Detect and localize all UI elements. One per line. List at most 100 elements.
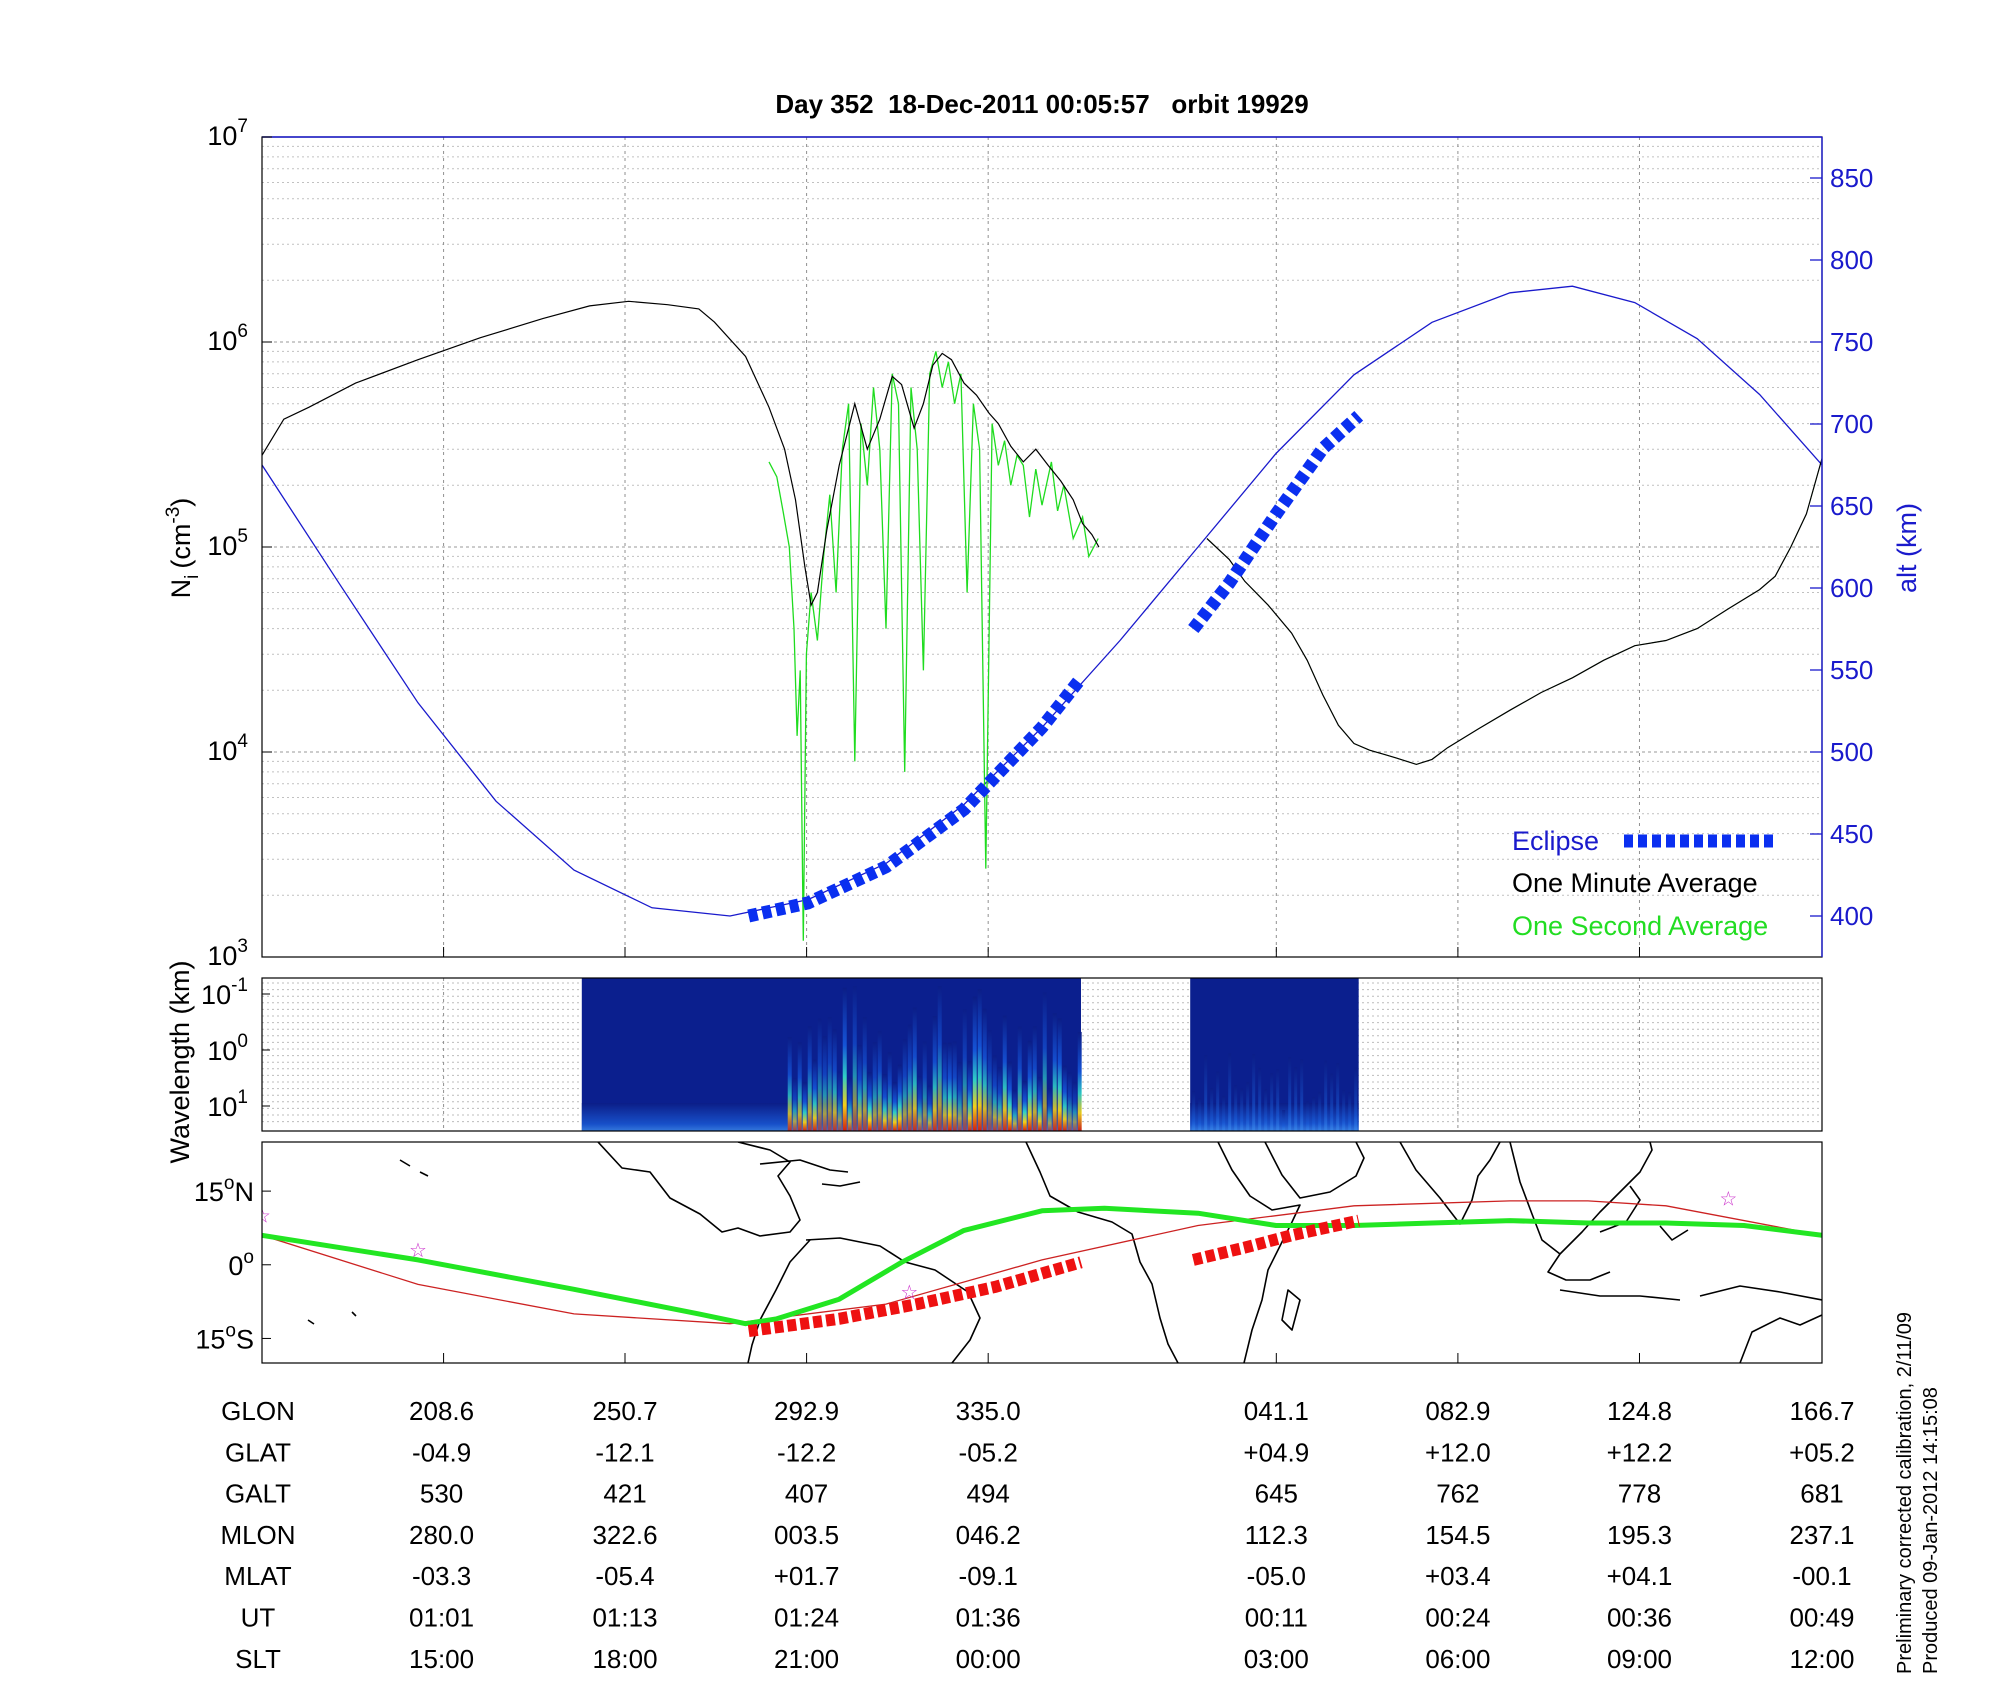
table-cell: 208.6 [409,1396,474,1426]
table-cell: -03.3 [412,1561,471,1591]
table-cell: 322.6 [592,1520,657,1550]
table-cell: -09.1 [959,1561,1018,1591]
latitude-tick-label: 0o [228,1247,254,1281]
spectrogram-frame [261,977,1823,1132]
spectrogram-column [852,985,857,1131]
y-tick-exponent: 4 [237,731,248,752]
spectrogram-column [857,1044,862,1131]
spectrogram-column [842,987,847,1131]
table-cell: 00:00 [956,1644,1021,1674]
table-cell: 01:24 [774,1603,839,1633]
spectrogram-column [787,1037,792,1131]
map-grid [443,1353,1640,1363]
spectrogram-column [1198,1097,1202,1131]
spectrogram-column [962,1009,967,1131]
spectrogram-column [1318,1091,1322,1131]
table-row-label: GALT [225,1479,291,1509]
spectrogram-column [892,1082,897,1131]
coast-caribbean [759,1159,861,1187]
spectrogram-base-band [1190,1103,1359,1131]
footnote-produced: Produced 09-Jan-2012 14:15:08 [1920,1387,1942,1674]
table-cell: 195.3 [1607,1520,1672,1550]
y-tick-exponent: 5 [237,526,248,547]
y-tick-exponent: 1 [237,1087,248,1108]
table-cell: 335.0 [956,1396,1021,1426]
table-cell: +12.0 [1425,1437,1491,1467]
table-cell: 12:00 [1789,1644,1854,1674]
table-cell: 154.5 [1425,1520,1490,1550]
spectrogram-column [1002,1015,1007,1131]
spectrogram-column [942,1042,947,1131]
spectrogram-column [952,1041,957,1131]
top-panel-traces [262,285,1822,941]
spectrogram-column [797,1042,802,1131]
latitude-tick-label: 15oS [195,1320,254,1354]
y-tick-label: 105 [207,526,248,561]
table-cell: 21:00 [774,1644,839,1674]
y-tick-base: 10 [207,941,237,971]
spectrogram-column [1246,1082,1250,1131]
table-row-label: UT [241,1603,276,1633]
coast-pacific-islands [307,1159,429,1325]
coast-australia [1739,1314,1822,1363]
y-tick-exponent: 0 [237,1031,248,1052]
spectrogram-column [937,985,942,1131]
coast-south-america [747,1237,981,1363]
table-cell: 292.9 [774,1396,839,1426]
star-marker-icon: ☆ [409,1240,427,1262]
spectrogram-column [862,1017,867,1131]
coast-islands [1559,1185,1822,1301]
spectrogram-column [847,1077,852,1131]
y-tick-label: 107 [207,116,248,151]
altitude-tick-label: 450 [1830,819,1873,849]
spectrogram-column [1258,1067,1262,1131]
spectrogram-column [832,1029,837,1131]
altitude-tick-label: 550 [1830,655,1873,685]
altitude-tick-label: 700 [1830,409,1873,439]
one-minute-average-line [1206,458,1822,766]
table-cell: +04.1 [1607,1561,1673,1591]
table-cell: -12.2 [777,1437,836,1467]
altitude-tick-label: 800 [1830,245,1873,275]
y-tick-base: 10 [201,980,231,1010]
table-cell: 645 [1255,1479,1298,1509]
spectrogram-column [967,1061,972,1131]
legend: Eclipse One Minute Average One Second Av… [1512,826,1774,941]
star-marker-icon: ☆ [253,1206,271,1228]
y-tick-exponent: 6 [237,321,248,342]
orbit-table: GLON 208.6 250.7 292.9 335.0 041.1 082.9 124.8 1… [220,1396,1854,1674]
eclipse-track-line [747,1256,1083,1338]
table-cell: 00:36 [1607,1603,1672,1633]
table-cell: -12.1 [595,1437,654,1467]
spectrogram-column [1264,1089,1268,1131]
density-axis-label: Ni(cm-3) [163,498,203,599]
spectrogram-column [837,1071,842,1131]
y-tick-exponent: -1 [231,975,248,996]
marker-series: ☆ ☆ ☆ ☆ [253,1188,1737,1304]
spectrogram-column [1192,1091,1196,1131]
star-marker-icon: ☆ [900,1282,918,1304]
table-cell: 09:00 [1607,1644,1672,1674]
spectrogram-column [1047,1088,1052,1131]
altitude-tick-label: 850 [1830,163,1873,193]
altitude-tick-label: 650 [1830,491,1873,521]
y-tick-label: 103 [207,936,248,971]
table-cell: 762 [1436,1479,1479,1509]
spectrogram-column [792,1078,797,1131]
altitude-tick-label: 400 [1830,901,1873,931]
latitude-tick-label: 15oN [194,1173,254,1207]
altitude-axis-label: alt (km) [1892,503,1922,593]
spectrogram-column [1252,1053,1256,1131]
y-tick-exponent: 7 [237,116,248,137]
y-tick-label: 106 [207,321,248,356]
spectrogram-column [1027,1040,1032,1131]
spectrogram-column [1276,1069,1280,1131]
map-latitude-ticks: 15oN 0o 15oS [194,1173,271,1354]
spectrogram-column [807,1026,812,1131]
y-tick-base: 10 [207,531,237,561]
table-cell: -05.2 [959,1437,1018,1467]
spectrogram-column [957,1061,962,1131]
spectrogram-column [1324,1060,1328,1131]
spectrogram-column [897,1064,902,1131]
map-frame [261,1141,1823,1364]
